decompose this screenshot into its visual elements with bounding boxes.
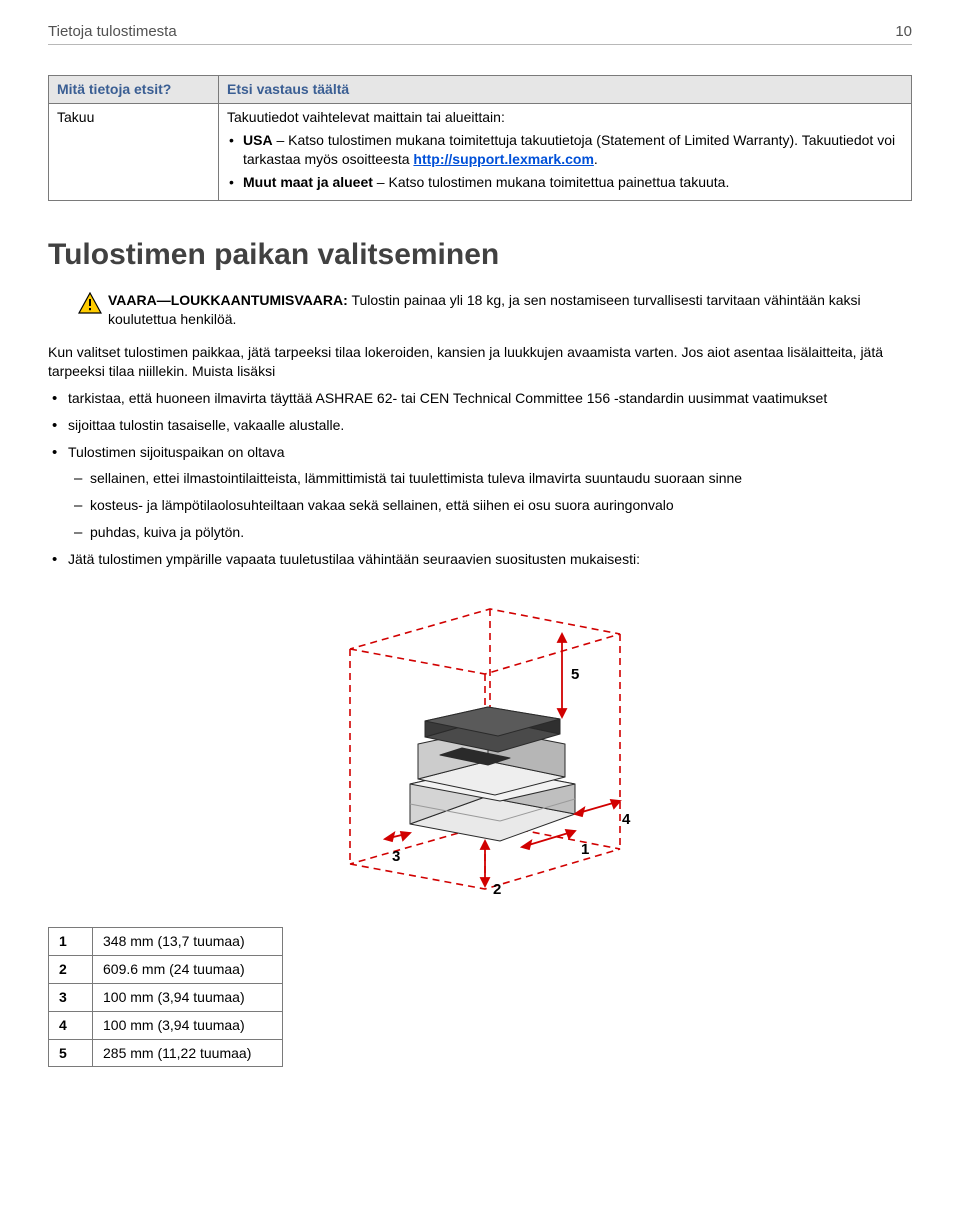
list-item: sellainen, ettei ilmastointilaitteista, … <box>68 469 912 488</box>
clearance-figure: 5 4 1 3 2 <box>48 579 912 899</box>
clearance-svg: 5 4 1 3 2 <box>290 579 670 899</box>
list-item: Tulostimen sijoituspaikan on oltava sell… <box>48 443 912 543</box>
sub-list: sellainen, ettei ilmastointilaitteista, … <box>68 469 912 542</box>
table-row: 5 285 mm (11,22 tuumaa) <box>49 1039 283 1067</box>
table-row: 4 100 mm (3,94 tuumaa) <box>49 1011 283 1039</box>
fig-label-3: 3 <box>392 848 400 865</box>
list-item: puhdas, kuiva ja pölytön. <box>68 523 912 542</box>
dim-val: 100 mm (3,94 tuumaa) <box>93 1011 283 1039</box>
table-header-row: Mitä tietoja etsit? Etsi vastaus täältä <box>49 76 912 104</box>
fig-label-4: 4 <box>622 811 631 828</box>
info-b2-prefix: Muut maat ja alueet <box>243 174 373 190</box>
warning-icon <box>78 292 102 319</box>
dimension-table: 1 348 mm (13,7 tuumaa) 2 609.6 mm (24 tu… <box>48 927 283 1067</box>
warning-block: VAARA—LOUKKAANTUMISVAARA: Tulostin paina… <box>48 291 912 329</box>
table-row: Takuu Takuutiedot vaihtelevat maittain t… <box>49 104 912 201</box>
dim-idx: 1 <box>49 928 93 956</box>
table-row: 1 348 mm (13,7 tuumaa) <box>49 928 283 956</box>
dim-val: 348 mm (13,7 tuumaa) <box>93 928 283 956</box>
li3-text: Tulostimen sijoituspaikan on oltava <box>68 444 285 460</box>
info-b1-prefix: USA <box>243 132 273 148</box>
info-row-intro: Takuutiedot vaihtelevat maittain tai alu… <box>227 109 505 125</box>
info-bullet-list: USA – Katso tulostimen mukana toimitettu… <box>227 131 903 192</box>
list-item: Jätä tulostimen ympärille vapaata tuulet… <box>48 550 912 569</box>
dim-val: 609.6 mm (24 tuumaa) <box>93 955 283 983</box>
info-b2-rest: – Katso tulostimen mukana toimitettua pa… <box>373 174 729 190</box>
info-row-label: Takuu <box>49 104 219 201</box>
table-row: 3 100 mm (3,94 tuumaa) <box>49 983 283 1011</box>
header-left: Tietoja tulostimesta <box>48 22 177 42</box>
section-title: Tulostimen paikan valitseminen <box>48 235 912 276</box>
body-list: tarkistaa, että huoneen ilmavirta täyttä… <box>48 389 912 569</box>
info-th-1: Mitä tietoja etsit? <box>49 76 219 104</box>
page-header: Tietoja tulostimesta 10 <box>48 22 912 45</box>
list-item: Muut maat ja alueet – Katso tulostimen m… <box>227 173 903 192</box>
dim-idx: 3 <box>49 983 93 1011</box>
dim-idx: 5 <box>49 1039 93 1067</box>
table-row: 2 609.6 mm (24 tuumaa) <box>49 955 283 983</box>
list-item: USA – Katso tulostimen mukana toimitettu… <box>227 131 903 169</box>
info-table: Mitä tietoja etsit? Etsi vastaus täältä … <box>48 75 912 200</box>
dim-idx: 4 <box>49 1011 93 1039</box>
dim-val: 100 mm (3,94 tuumaa) <box>93 983 283 1011</box>
info-row-content: Takuutiedot vaihtelevat maittain tai alu… <box>219 104 912 201</box>
list-item: sijoittaa tulostin tasaiselle, vakaalle … <box>48 416 912 435</box>
warning-text: VAARA—LOUKKAANTUMISVAARA: Tulostin paina… <box>108 291 912 329</box>
list-item: kosteus- ja lämpötilaolosuhteiltaan vaka… <box>68 496 912 515</box>
info-th-2: Etsi vastaus täältä <box>219 76 912 104</box>
list-item: tarkistaa, että huoneen ilmavirta täyttä… <box>48 389 912 408</box>
dim-idx: 2 <box>49 955 93 983</box>
info-b1-dot: . <box>594 151 598 167</box>
body-paragraph-1: Kun valitset tulostimen paikkaa, jätä ta… <box>48 343 912 381</box>
dim-val: 285 mm (11,22 tuumaa) <box>93 1039 283 1067</box>
fig-label-5: 5 <box>571 666 579 683</box>
lexmark-support-link[interactable]: http://support.lexmark.com <box>413 151 593 167</box>
fig-label-2: 2 <box>493 881 501 898</box>
warning-prefix: VAARA—LOUKKAANTUMISVAARA: <box>108 292 348 308</box>
header-page-number: 10 <box>895 22 912 42</box>
fig-label-1: 1 <box>581 841 589 858</box>
